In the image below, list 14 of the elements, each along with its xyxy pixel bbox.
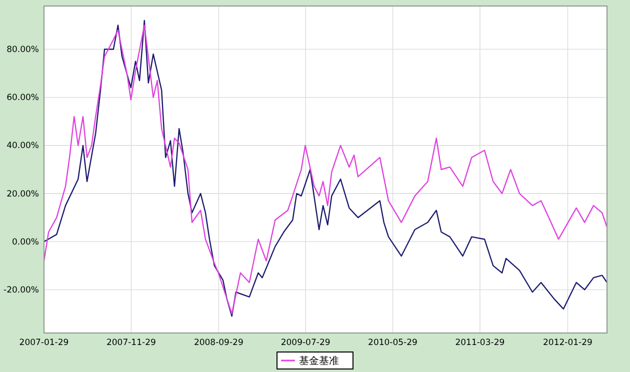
y-tick-label: 40.00% <box>6 141 39 152</box>
y-tick-label: 20.00% <box>6 189 39 200</box>
y-tick-label: 60.00% <box>6 93 39 104</box>
x-tick-label: 2009-07-29 <box>280 338 330 348</box>
x-tick-label: 2012-01-29 <box>543 338 592 348</box>
y-tick-label: 80.00% <box>6 45 39 55</box>
x-tick-label: 2010-05-29 <box>368 338 418 348</box>
x-tick-label: 2007-11-29 <box>106 338 156 348</box>
legend-label: 基金基准 <box>299 355 339 367</box>
x-tick-label: 2008-09-29 <box>194 338 244 348</box>
y-tick-label: -20.00% <box>4 285 39 296</box>
x-tick-label: 2007-01-29 <box>19 338 69 348</box>
x-tick-label: 2011-03-29 <box>455 338 505 348</box>
y-tick-label: 0.00% <box>12 237 39 248</box>
